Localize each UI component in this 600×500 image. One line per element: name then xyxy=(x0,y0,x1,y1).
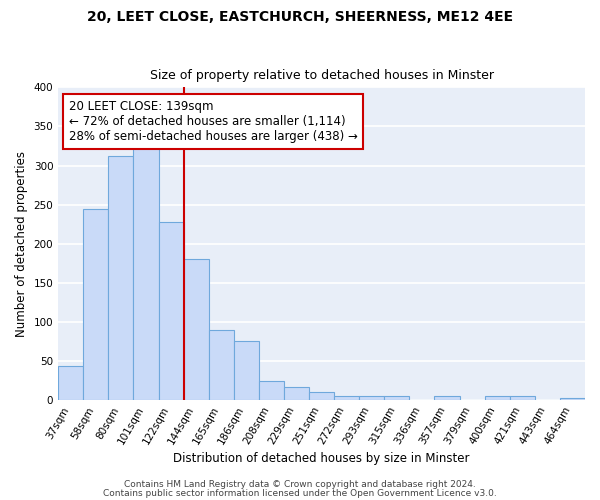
Bar xyxy=(284,387,309,400)
Text: 20, LEET CLOSE, EASTCHURCH, SHEERNESS, ME12 4EE: 20, LEET CLOSE, EASTCHURCH, SHEERNESS, M… xyxy=(87,10,513,24)
Bar xyxy=(83,208,109,400)
Bar xyxy=(234,342,259,400)
Bar xyxy=(109,156,133,400)
Bar xyxy=(385,396,409,400)
Bar xyxy=(334,396,359,400)
Bar xyxy=(359,396,385,400)
Text: Contains HM Land Registry data © Crown copyright and database right 2024.: Contains HM Land Registry data © Crown c… xyxy=(124,480,476,489)
Y-axis label: Number of detached properties: Number of detached properties xyxy=(15,150,28,336)
Title: Size of property relative to detached houses in Minster: Size of property relative to detached ho… xyxy=(149,69,494,82)
Bar xyxy=(560,398,585,400)
X-axis label: Distribution of detached houses by size in Minster: Distribution of detached houses by size … xyxy=(173,452,470,465)
Bar xyxy=(309,392,334,400)
Bar xyxy=(133,138,158,400)
Bar xyxy=(259,380,284,400)
Bar xyxy=(58,366,83,400)
Bar xyxy=(434,396,460,400)
Text: 20 LEET CLOSE: 139sqm
← 72% of detached houses are smaller (1,114)
28% of semi-d: 20 LEET CLOSE: 139sqm ← 72% of detached … xyxy=(69,100,358,143)
Bar xyxy=(184,260,209,400)
Bar xyxy=(485,396,510,400)
Bar xyxy=(510,396,535,400)
Bar xyxy=(209,330,234,400)
Bar xyxy=(158,222,184,400)
Text: Contains public sector information licensed under the Open Government Licence v3: Contains public sector information licen… xyxy=(103,488,497,498)
